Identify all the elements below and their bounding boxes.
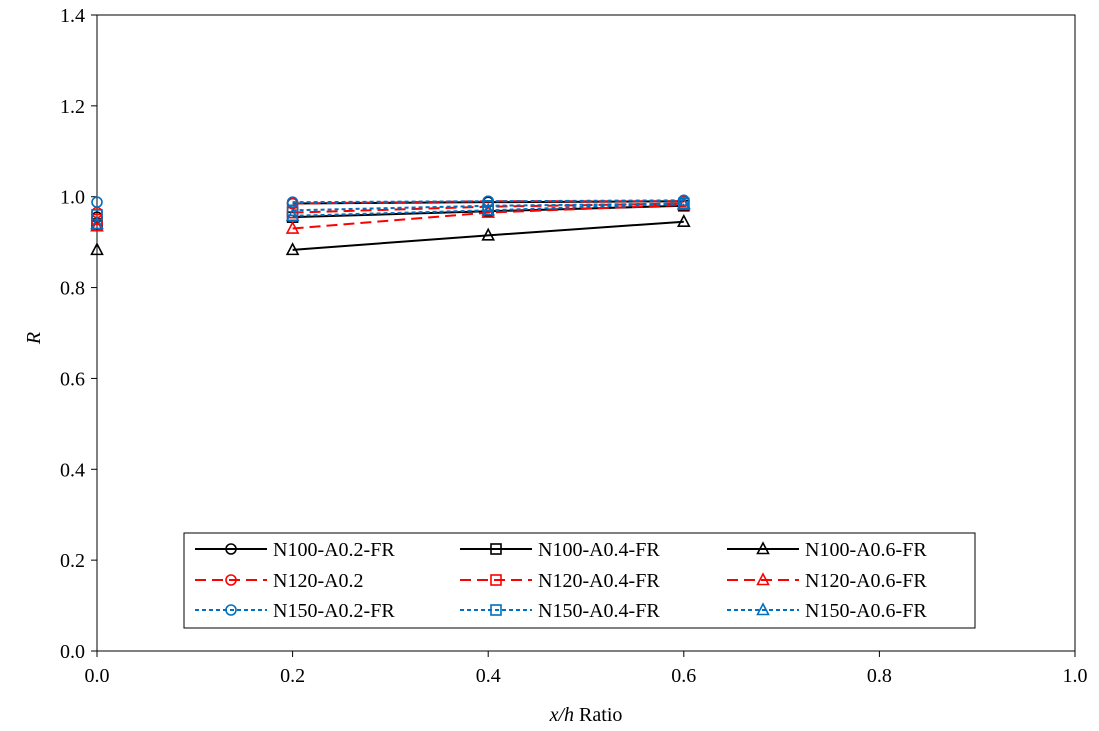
- legend-marker: [225, 574, 237, 586]
- plot-frame: [96, 14, 1076, 652]
- legend-label: N100-A0.6-FR: [805, 539, 927, 561]
- series-line: [292, 220, 684, 251]
- legend-label: N150-A0.4-FR: [538, 600, 660, 622]
- data-point: [286, 196, 299, 208]
- legend-label: N120-A0.4-FR: [538, 570, 660, 592]
- data-point: [285, 242, 300, 256]
- data-point: [676, 213, 691, 227]
- legend-label: N100-A0.2-FR: [273, 539, 395, 561]
- plot-series: [90, 194, 691, 256]
- legend-item: N120-A0.6-FR: [727, 570, 927, 592]
- series-n150-a0.6-fr: [90, 195, 691, 230]
- y-tick-label: 1.0: [60, 187, 85, 209]
- legend-marker: [225, 604, 237, 616]
- series-line: [292, 202, 684, 212]
- y-tick-label: 0.2: [60, 550, 85, 572]
- series-n100-a0.6-fr: [90, 213, 691, 256]
- y-tick-label: 0.6: [60, 368, 85, 390]
- y-axis-title: R: [23, 332, 45, 345]
- x-axis-title: x/h Ratio: [549, 704, 623, 726]
- x-tick-label: 0.6: [671, 665, 696, 687]
- legend-marker: [756, 602, 770, 616]
- legend-label: N120-A0.2: [273, 570, 364, 592]
- x-tick-label: 0.0: [85, 665, 110, 687]
- y-tick-label: 0.4: [60, 459, 85, 481]
- legend-marker: [490, 604, 502, 616]
- data-point: [90, 218, 104, 232]
- legend-label: N150-A0.6-FR: [805, 600, 927, 622]
- data-point: [482, 200, 495, 212]
- legend-marker: [756, 572, 770, 586]
- data-point: [285, 208, 300, 222]
- legend: N100-A0.2-FR N100-A0.4-FR N100-A0.6-FR N120…: [183, 532, 976, 629]
- legend-marker: [756, 541, 770, 555]
- y-tick-label: 0.8: [60, 278, 85, 300]
- series-line: [292, 203, 684, 230]
- x-tick-label: 0.8: [867, 665, 892, 687]
- data-point: [90, 242, 104, 256]
- legend-item: N120-A0.2: [195, 570, 364, 592]
- legend-label: N100-A0.4-FR: [538, 539, 660, 561]
- data-point: [91, 196, 103, 208]
- data-point: [676, 195, 691, 209]
- legend-item: N120-A0.4-FR: [460, 570, 660, 592]
- data-point: [285, 220, 300, 234]
- legend-item: N150-A0.6-FR: [727, 600, 927, 622]
- legend-marker: [490, 543, 502, 555]
- legend-label: N150-A0.2-FR: [273, 600, 395, 622]
- series-line: [292, 202, 684, 217]
- y-tick-label: 0.0: [60, 641, 85, 663]
- x-tick-label: 0.2: [280, 665, 305, 687]
- legend-box: [183, 532, 976, 629]
- data-point: [481, 202, 496, 216]
- x-axis-title-rest: Ratio: [574, 704, 622, 726]
- legend-marker: [490, 574, 502, 586]
- y-tick-label: 1.2: [60, 96, 85, 118]
- data-point: [90, 216, 104, 230]
- data-point: [481, 204, 496, 218]
- legend-item: N150-A0.4-FR: [460, 600, 660, 622]
- x-tick-label: 1.0: [1063, 665, 1088, 687]
- x-axis-title-var: x/h: [549, 704, 574, 726]
- x-tick-label: 0.4: [476, 665, 501, 687]
- legend-label: N120-A0.6-FR: [805, 570, 927, 592]
- legend-item: N150-A0.2-FR: [195, 600, 395, 622]
- data-point: [481, 227, 496, 241]
- legend-item: N100-A0.4-FR: [460, 539, 660, 561]
- legend-item: N100-A0.6-FR: [727, 539, 927, 561]
- data-point: [91, 209, 103, 221]
- legend-marker: [225, 543, 237, 555]
- legend-item: N100-A0.2-FR: [195, 539, 395, 561]
- y-tick-label: 1.4: [60, 5, 85, 27]
- axes: 0.0 0.2 0.4 0.6 0.8 1.0 1.2 1.4 0.0 0.2 0.4 0.6 0.8 1…: [60, 5, 1088, 687]
- series-line: [292, 199, 684, 204]
